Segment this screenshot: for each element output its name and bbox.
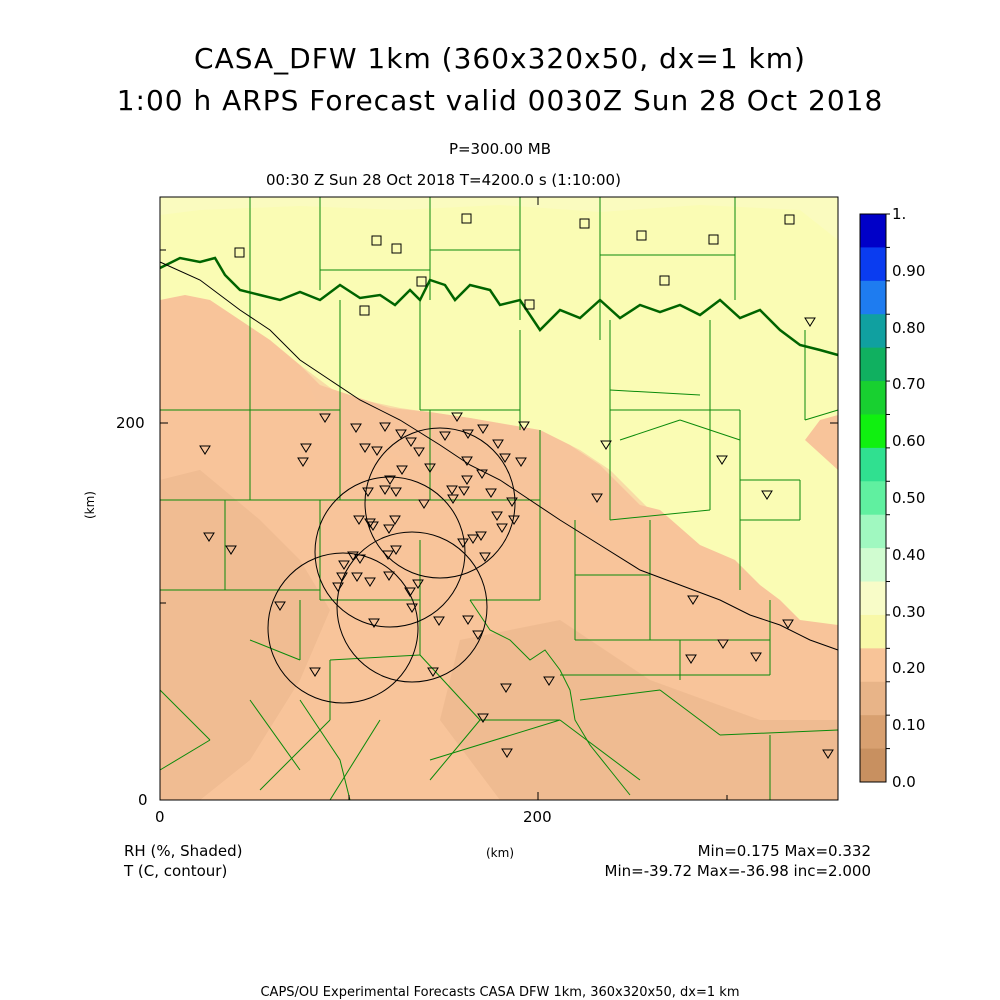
- color-bar-swatch: [860, 748, 886, 783]
- color-bar-border: [859, 213, 887, 783]
- color-bar-swatch: [860, 247, 886, 282]
- county-lines: [159, 197, 839, 801]
- radar-range-rings: [267, 427, 516, 704]
- footer-credit: CAPS/OU Experimental Forecasts CASA DFW …: [260, 985, 740, 1000]
- color-bar-swatch: [860, 314, 886, 349]
- x-tick-200: 200: [523, 808, 552, 826]
- station-squares: [234, 213, 795, 316]
- color-bar: [859, 213, 890, 783]
- plot-title-line1: CASA_DFW 1km (360x320x50, dx=1 km): [194, 42, 806, 75]
- temperature-contour: [159, 261, 839, 651]
- drier-region-sw: [160, 470, 330, 800]
- legend-label: 0.30: [892, 602, 926, 621]
- brazos-river: [469, 599, 631, 796]
- rh-label: RH (%, Shaded): [124, 842, 243, 860]
- legend-label: 0.60: [892, 432, 926, 451]
- moist-region-north: [160, 197, 838, 240]
- color-bar-swatch: [860, 447, 886, 482]
- y-axis-unit: (km): [83, 490, 98, 520]
- color-bar-swatch: [860, 548, 886, 583]
- legend-label: 0.0: [892, 773, 916, 791]
- map-frame: [159, 196, 839, 801]
- color-bar-swatch: [860, 347, 886, 382]
- color-bar-swatch: [860, 614, 886, 649]
- color-bar-swatch: [860, 280, 886, 315]
- legend-label: 0.90: [892, 261, 926, 280]
- x-tick-0: 0: [155, 808, 165, 826]
- plot-title-line2: 1:00 h ARPS Forecast valid 0030Z Sun 28 …: [116, 84, 884, 117]
- color-bar-swatch: [860, 648, 886, 683]
- color-bar-swatch: [860, 514, 886, 549]
- y-tick-200: 200: [116, 414, 145, 432]
- legend-label: 1.: [892, 205, 907, 223]
- legend-label: 0.70: [892, 375, 926, 394]
- river-sw: [299, 699, 351, 801]
- color-bar-swatch: [860, 581, 886, 616]
- color-bar-swatch: [860, 381, 886, 415]
- transition-region: [300, 365, 660, 520]
- rh-minmax: Min=0.175 Max=0.332: [697, 842, 871, 860]
- legend-label: 0.10: [892, 716, 926, 735]
- color-bar-swatch: [860, 481, 886, 516]
- pressure-level-label: P=300.00 MB: [448, 140, 552, 158]
- t-minmax: Min=-39.72 Max=-36.98 inc=2.000: [604, 862, 871, 880]
- red-river-border: [159, 256, 839, 357]
- color-bar-swatch: [860, 214, 886, 248]
- color-bar-swatch: [860, 681, 886, 716]
- station-triangles: [199, 317, 834, 759]
- drier-region-se: [440, 620, 838, 800]
- legend-label: 0.50: [892, 489, 926, 507]
- valid-time-label: 00:30 Z Sun 28 Oct 2018 T=4200.0 s (1:10…: [266, 171, 621, 189]
- x-axis-unit: (km): [486, 846, 515, 860]
- legend-label: 0.20: [892, 659, 926, 678]
- t-label: T (C, contour): [124, 862, 228, 880]
- legend-label: 0.80: [892, 318, 926, 337]
- color-bar-swatch: [860, 414, 886, 449]
- color-bar-swatch: [860, 715, 886, 750]
- y-tick-0: 0: [138, 791, 148, 809]
- legend-label: 0.40: [892, 545, 926, 564]
- axis-ticks: [160, 197, 838, 800]
- moist-region: [160, 197, 838, 625]
